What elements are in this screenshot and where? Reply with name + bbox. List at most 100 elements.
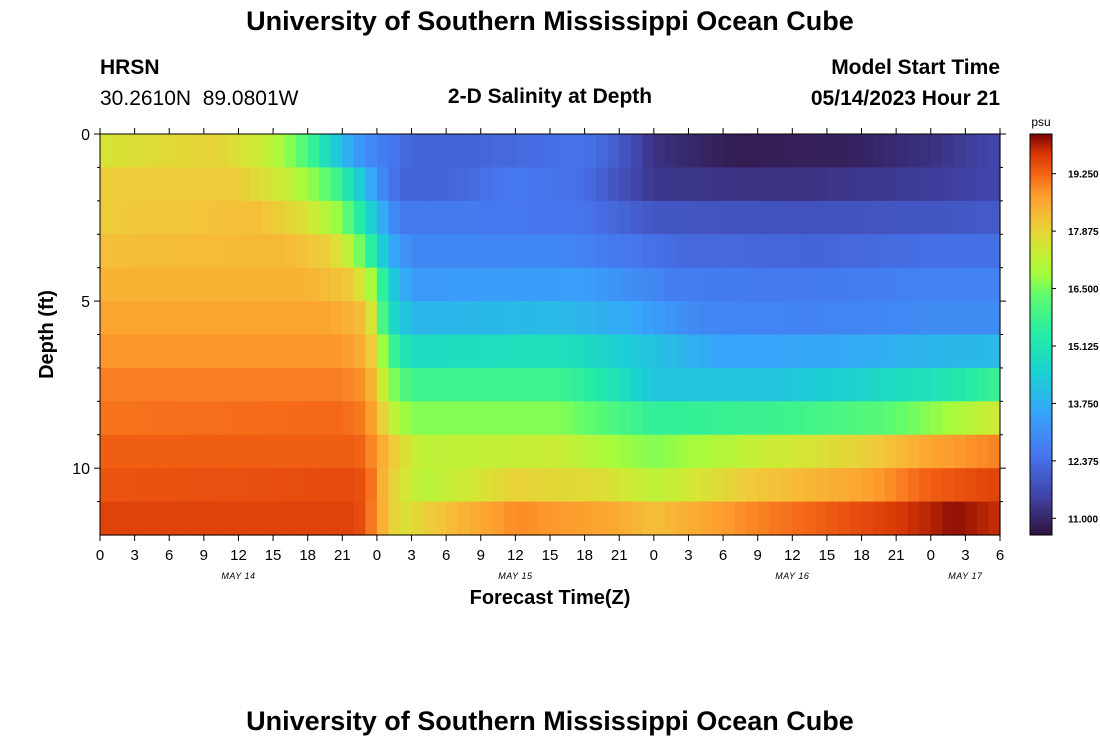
heatmap-cell	[976, 267, 990, 302]
heatmap-cell	[169, 468, 182, 503]
heatmap-cell	[273, 334, 286, 369]
heatmap-cell	[492, 468, 505, 503]
heatmap-cell	[584, 401, 597, 436]
x-tick-label: 21	[888, 547, 905, 564]
heatmap-cell	[169, 200, 182, 235]
heatmap-cell	[780, 434, 793, 469]
heatmap-cell	[238, 134, 251, 169]
heatmap-cell	[284, 167, 297, 202]
heatmap-cell	[215, 367, 228, 402]
heatmap-cell	[815, 167, 828, 202]
heatmap-cell	[538, 468, 551, 503]
heatmap-cell	[134, 434, 147, 469]
heatmap-cell	[342, 468, 355, 503]
station-name: HRSN	[100, 56, 160, 79]
heatmap-cell	[411, 501, 424, 536]
heatmap-cell	[307, 200, 320, 235]
heatmap-cell	[434, 234, 447, 269]
heatmap-cell	[376, 134, 390, 169]
heatmap-cell	[157, 167, 170, 202]
heatmap-cell	[515, 234, 528, 269]
x-tick-label: 18	[299, 547, 316, 564]
heatmap-cell	[642, 134, 655, 169]
heatmap-cell	[123, 334, 136, 369]
heatmap-cell	[365, 367, 378, 402]
heatmap-cell	[688, 167, 701, 202]
heatmap-cell	[653, 234, 666, 269]
heatmap-cell	[746, 267, 759, 302]
heatmap-cell	[342, 234, 355, 269]
heatmap-cell	[446, 501, 459, 536]
heatmap-cell	[953, 334, 966, 369]
heatmap-cell	[596, 334, 609, 369]
colorbar-tick-label: 16.500	[1068, 285, 1099, 296]
heatmap-cell	[792, 267, 805, 302]
heatmap-cell	[434, 267, 447, 302]
heatmap-cell	[826, 367, 840, 402]
heatmap-cell	[884, 134, 897, 169]
heatmap-cell	[203, 367, 216, 402]
heatmap-cell	[653, 301, 666, 336]
heatmap-cell	[100, 401, 113, 436]
heatmap-cell	[492, 301, 505, 336]
heatmap-cell	[296, 367, 309, 402]
heatmap-cell	[850, 301, 863, 336]
heatmap-cell	[469, 434, 482, 469]
heatmap-cell	[630, 167, 643, 202]
heatmap-cell	[238, 301, 251, 336]
heatmap-cell	[723, 167, 736, 202]
heatmap-cell	[665, 501, 678, 536]
heatmap-cell	[746, 401, 759, 436]
heatmap-cell	[746, 301, 759, 336]
heatmap-cell	[538, 301, 551, 336]
heatmap-cell	[526, 200, 540, 235]
heatmap-cell	[700, 167, 713, 202]
heatmap-cell	[411, 334, 424, 369]
heatmap-cell	[330, 334, 343, 369]
heatmap-cell	[100, 267, 113, 302]
heatmap-cell	[596, 401, 609, 436]
heatmap-cell	[780, 367, 793, 402]
heatmap-cell	[342, 501, 355, 536]
heatmap-cell	[411, 167, 424, 202]
heatmap-cell	[538, 401, 551, 436]
heatmap-cell	[526, 468, 540, 503]
heatmap-cell	[988, 301, 1001, 336]
heatmap-cell	[515, 401, 528, 436]
heatmap-cell	[965, 334, 978, 369]
heatmap-cell	[953, 367, 966, 402]
heatmap-cell	[815, 401, 828, 436]
heatmap-cell	[976, 134, 990, 169]
heatmap-cell	[642, 434, 655, 469]
heatmap-cell	[815, 434, 828, 469]
heatmap-cell	[953, 167, 966, 202]
heatmap-cell	[676, 200, 690, 235]
heatmap-cell	[284, 200, 297, 235]
heatmap-cell	[215, 167, 228, 202]
heatmap-cell	[169, 367, 182, 402]
heatmap-cell	[803, 401, 816, 436]
heatmap-cell	[700, 434, 713, 469]
heatmap-cell	[607, 334, 620, 369]
heatmap-cell	[607, 167, 620, 202]
heatmap-cell	[676, 301, 690, 336]
heatmap-cell	[861, 334, 874, 369]
heatmap-cell	[226, 401, 240, 436]
heatmap-cell	[676, 434, 690, 469]
heatmap-cell	[630, 301, 643, 336]
heatmap-cell	[676, 367, 690, 402]
heatmap-cell	[550, 401, 563, 436]
heatmap-cell	[226, 200, 240, 235]
heatmap-cell	[584, 134, 597, 169]
heatmap-cell	[561, 200, 574, 235]
heatmap-cell	[711, 367, 724, 402]
heatmap-cell	[469, 301, 482, 336]
heatmap-cell	[157, 367, 170, 402]
heatmap-cell	[561, 167, 574, 202]
heatmap-cell	[619, 167, 632, 202]
heatmap-cell	[446, 334, 459, 369]
heatmap-cell	[700, 301, 713, 336]
heatmap-cell	[780, 167, 793, 202]
heatmap-cell	[953, 200, 966, 235]
heatmap-cell	[307, 267, 320, 302]
